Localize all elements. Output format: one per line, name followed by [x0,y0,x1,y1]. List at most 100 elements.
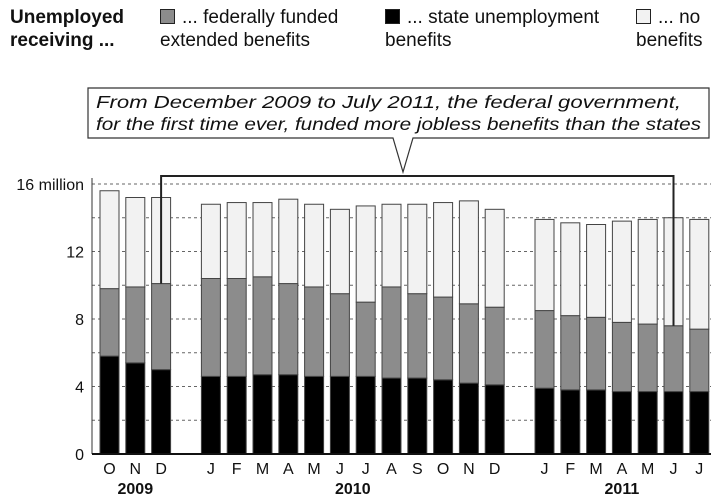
month-label: M [589,461,602,478]
bar-segment-federal [560,315,581,391]
y-tick-label: 8 [75,312,84,329]
bar-segment-state [252,374,273,455]
bar-segment-none [252,202,273,278]
bar-segment-federal [125,286,146,364]
bar-segment-state [329,375,350,455]
annotation-text: From December 2009 to July 2011, the fed… [96,92,681,112]
month-label: J [362,461,370,478]
month-label: J [670,461,678,478]
bar-segment-none [534,218,555,312]
month-label: M [256,461,269,478]
month-label: F [232,461,242,478]
y-tick-label: 4 [75,380,84,397]
annotation-text: for the first time ever, funded more job… [96,114,701,134]
bar-segment-federal [304,286,325,377]
bar-segment-federal [329,293,350,377]
month-label: J [541,461,549,478]
month-label: J [207,461,215,478]
bar-segment-federal [407,293,428,379]
bar-segment-none [458,200,479,305]
year-label: 2011 [605,481,640,498]
bar-segment-federal [252,276,273,376]
bar-segment-state [278,374,299,455]
month-label: N [463,461,475,478]
bar-segment-state [458,382,479,455]
bar-segment-none [407,203,428,295]
bar-segment-federal [689,328,710,393]
month-label: D [489,461,501,478]
bar-segment-state [663,391,684,455]
bar-segment-state [637,391,658,455]
month-label: O [437,461,449,478]
bar-segment-state [560,389,581,455]
legend-title: Unemployed receiving ... [10,7,125,51]
bar-segment-state [304,375,325,455]
bar-segment-none [560,222,581,317]
bar-segment-state [355,375,376,455]
bar-segment-state [484,384,505,455]
bar-segment-state [534,387,555,455]
bar-segment-state [586,389,607,455]
legend-label-none: ... no benefits [636,7,703,51]
month-label: F [565,461,575,478]
bar-segment-state [689,391,710,455]
bar-segment-federal [355,301,376,377]
bar-segment-none [278,198,299,285]
month-label: A [386,461,397,478]
bar-segment-none [200,203,221,279]
bar-segment-federal [611,321,632,393]
bar-segment-federal [663,325,684,393]
bar-segment-federal [534,310,555,389]
bar-segment-none [484,208,505,308]
year-label: 2009 [118,481,154,498]
bar-segment-none [99,190,120,290]
annotation-bracket [160,175,675,326]
bar-segment-none [433,202,454,298]
bar-segment-none [611,220,632,323]
bar-segment-none [226,202,247,279]
bar-segment-state [226,375,247,455]
bar-segment-none [381,203,402,288]
bar-segment-federal [458,303,479,384]
month-label: M [307,461,320,478]
month-label: S [412,461,423,478]
month-label: J [695,461,703,478]
y-tick-label: 0 [75,447,84,464]
month-label: A [617,461,628,478]
bar-segment-none [637,218,658,325]
bar-segment-none [355,205,376,303]
legend-label-federal: ... federally funded extended benefits [160,7,339,51]
bar-segment-federal [433,296,454,381]
month-label: A [283,461,294,478]
bar-segment-none [329,208,350,295]
y-tick-label: 16 million [16,177,84,194]
legend-swatch-state [385,9,400,24]
bar-segment-state [200,375,221,455]
bar-segment-federal [278,283,299,376]
legend-label-state: ... state unemployment benefits [385,7,600,51]
bar-segment-federal [381,286,402,379]
bar-segment-state [125,362,146,455]
bar-segment-none [304,203,325,288]
bar-segment-state [381,377,402,455]
bar-segment-state [99,355,120,455]
legend-swatch-federal [160,9,175,24]
annotation-callout [87,87,710,175]
bar-segment-federal [637,323,658,393]
month-label: N [130,461,142,478]
bar-segment-federal [586,316,607,391]
bar-segment-state [611,391,632,455]
bar-segment-state [151,369,172,455]
month-label: O [103,461,115,478]
bar-segment-none [689,218,710,330]
bar-segment-none [586,224,607,318]
y-tick-label: 12 [66,245,84,262]
bar-segment-federal [200,278,221,377]
bar-segment-state [407,377,428,455]
bar-segment-none [125,197,146,288]
bar-segment-federal [151,283,172,371]
bar-segment-federal [99,288,120,357]
month-label: J [336,461,344,478]
month-label: D [155,461,167,478]
month-label: M [641,461,654,478]
